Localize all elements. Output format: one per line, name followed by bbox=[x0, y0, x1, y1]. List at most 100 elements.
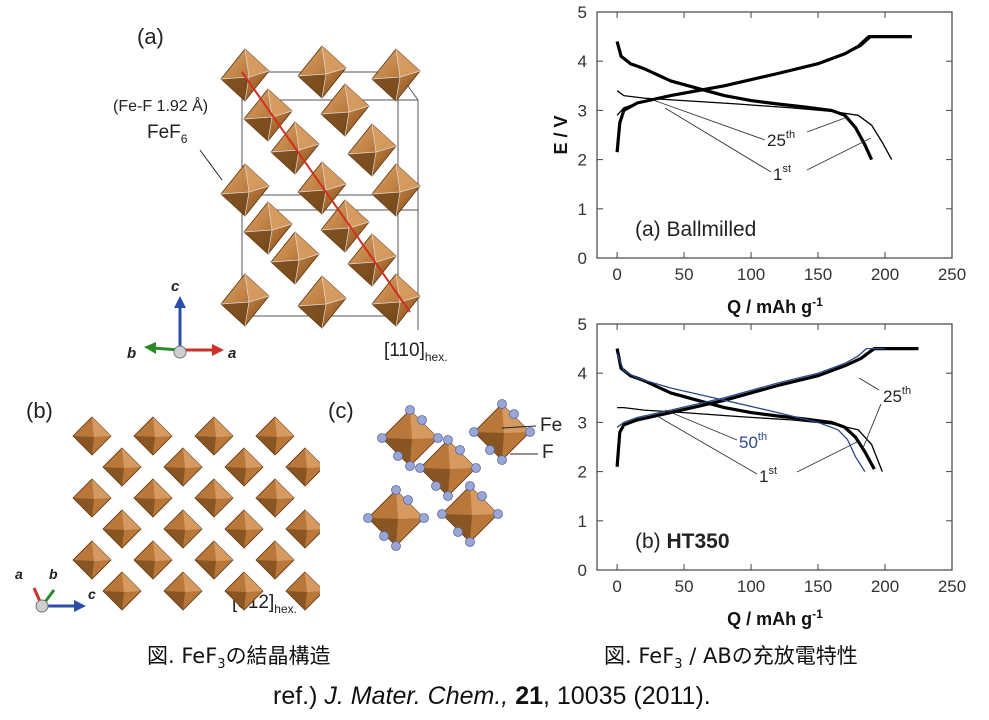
octahedron bbox=[72, 540, 112, 580]
octahedron bbox=[224, 571, 264, 611]
plot-frame bbox=[596, 11, 953, 259]
fluorine-atom bbox=[465, 537, 475, 547]
bond-length-note: (Fe-F 1.92 Å) bbox=[113, 98, 209, 115]
x-tick-label: 50 bbox=[675, 265, 694, 284]
series-line bbox=[617, 406, 883, 472]
fluorine-atom bbox=[393, 451, 403, 461]
axis-b-label: b bbox=[127, 345, 137, 362]
octahedron bbox=[255, 478, 295, 518]
axis-triad-a bbox=[144, 296, 224, 359]
plot-frame bbox=[596, 323, 953, 571]
x-tick-label: 200 bbox=[871, 577, 899, 596]
octahedron bbox=[381, 409, 439, 467]
octahedron bbox=[285, 509, 320, 549]
octahedron bbox=[72, 416, 112, 456]
octahedron bbox=[133, 478, 173, 518]
octahedron bbox=[163, 447, 203, 487]
octahedron bbox=[163, 571, 203, 611]
fluorine-atom bbox=[443, 435, 453, 445]
cycle-annotation: 50th bbox=[739, 431, 767, 452]
panel-b-label: (b) bbox=[26, 398, 53, 423]
x-tick-label: 0 bbox=[612, 577, 621, 596]
annotation-leader bbox=[656, 415, 758, 475]
cycle-annotation: 1st bbox=[759, 465, 777, 486]
x-tick-label: 100 bbox=[737, 577, 765, 596]
y-tick-label: 2 bbox=[578, 463, 587, 482]
octahedron bbox=[255, 416, 295, 456]
annotation-leader bbox=[664, 107, 772, 173]
y-tick-label: 4 bbox=[578, 52, 587, 71]
y-tick-label: 5 bbox=[578, 315, 587, 334]
fluorine-atom bbox=[363, 513, 373, 523]
octahedra-cluster-c bbox=[363, 399, 535, 551]
fluorine-atom bbox=[509, 409, 519, 419]
fluorine-atom bbox=[497, 399, 507, 409]
series-line bbox=[615, 41, 874, 161]
octahedron bbox=[102, 571, 142, 611]
x-tick-label: 100 bbox=[737, 265, 765, 284]
fe-atom-label: Fe bbox=[540, 415, 563, 436]
octahedron bbox=[367, 489, 425, 547]
octahedron bbox=[255, 540, 295, 580]
fluorine-atom bbox=[379, 531, 389, 541]
structure-panel-c: (c) Fe F bbox=[320, 390, 570, 560]
annotation-leader bbox=[796, 441, 858, 473]
octahedron bbox=[72, 478, 112, 518]
panel-c-label: (c) bbox=[328, 398, 354, 423]
annotation-leader bbox=[806, 137, 872, 171]
f-atom-label: F bbox=[542, 442, 554, 463]
y-tick-label: 1 bbox=[578, 512, 587, 531]
series-line bbox=[615, 35, 912, 153]
octahedra-grid-b bbox=[72, 416, 320, 611]
panel-label: (b) HT350 bbox=[635, 530, 730, 553]
annotation-leader bbox=[858, 377, 880, 391]
x-tick-label: 250 bbox=[938, 577, 966, 596]
octahedron bbox=[224, 447, 264, 487]
octahedron bbox=[194, 478, 234, 518]
fluorine-atom bbox=[433, 433, 443, 443]
cycle-annotation: 25th bbox=[883, 385, 911, 406]
annotation-leader bbox=[664, 409, 738, 441]
y-tick-label: 1 bbox=[578, 200, 587, 219]
octahedra-stack-a bbox=[220, 45, 421, 329]
annotation-leader bbox=[652, 99, 766, 141]
annotation-leader bbox=[806, 117, 846, 133]
y-tick-label: 3 bbox=[578, 413, 587, 432]
series-line bbox=[615, 347, 919, 467]
y-tick-label: 2 bbox=[578, 151, 587, 170]
x-axis-label: Q / mAh g-1 bbox=[727, 607, 823, 629]
caption-left: 図. FeF3の結晶構造 bbox=[147, 644, 331, 673]
direction-110-label: [110]hex. bbox=[384, 340, 448, 364]
axis-c-label: c bbox=[171, 278, 180, 295]
x-tick-label: 150 bbox=[804, 577, 832, 596]
axis-b-label-b: b bbox=[49, 566, 58, 582]
x-tick-label: 50 bbox=[675, 577, 694, 596]
fluorine-atom bbox=[471, 463, 481, 473]
fluorine-atom bbox=[417, 415, 427, 425]
octahedron bbox=[102, 447, 142, 487]
x-tick-label: 200 bbox=[871, 265, 899, 284]
octahedron bbox=[285, 447, 320, 487]
y-tick-label: 0 bbox=[578, 249, 587, 268]
y-axis-label: E / V bbox=[551, 115, 571, 154]
octahedron bbox=[194, 540, 234, 580]
fluorine-atom bbox=[405, 461, 415, 471]
octahedron bbox=[133, 416, 173, 456]
octahedron bbox=[133, 540, 173, 580]
fluorine-atom bbox=[403, 495, 413, 505]
fe-f-bond-line bbox=[241, 71, 411, 313]
series-line bbox=[616, 35, 912, 116]
octahedron bbox=[285, 571, 320, 611]
feF6-pointer bbox=[199, 149, 223, 181]
cycle-annotation: 1st bbox=[773, 163, 791, 184]
axis-a-label-b: a bbox=[15, 566, 23, 582]
fluorine-atom bbox=[443, 491, 453, 501]
octahedron bbox=[224, 509, 264, 549]
x-axis-label: Q / mAh g-1 bbox=[727, 295, 823, 317]
octahedron bbox=[194, 416, 234, 456]
series-line bbox=[616, 347, 885, 428]
fluorine-atom bbox=[437, 509, 447, 519]
crystal-structure-c bbox=[363, 399, 538, 551]
cycle-annotation: 25th bbox=[767, 129, 795, 150]
panel-label: (a) Ballmilled bbox=[635, 218, 756, 241]
